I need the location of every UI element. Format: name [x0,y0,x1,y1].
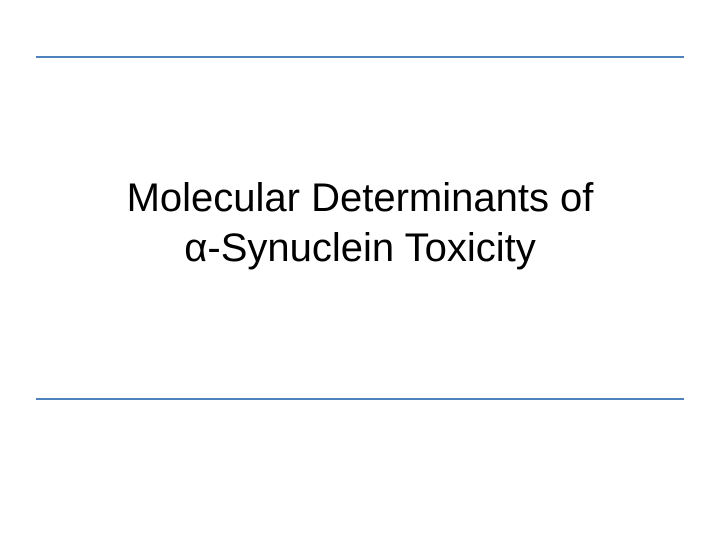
bottom-horizontal-rule [36,398,684,400]
top-horizontal-rule [36,56,684,58]
title-line-1: Molecular Determinants of [36,173,684,223]
slide-title: Molecular Determinants of α-Synuclein To… [36,173,684,273]
title-slide: Molecular Determinants of α-Synuclein To… [0,0,720,540]
title-line-2: α-Synuclein Toxicity [36,223,684,273]
